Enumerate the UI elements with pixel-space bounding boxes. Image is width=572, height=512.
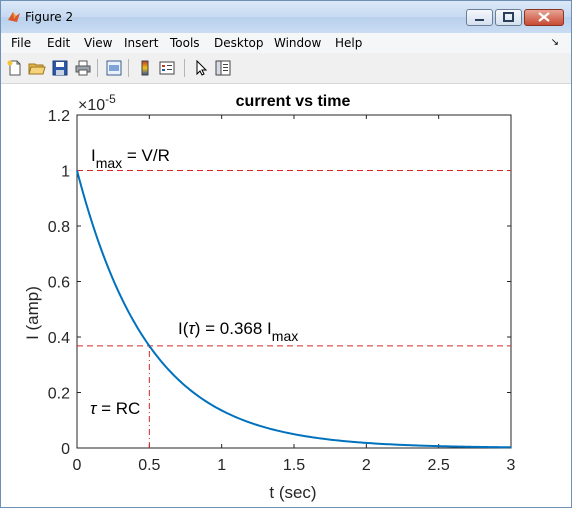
x-tick-label: 0 (73, 457, 82, 474)
y-tick-label: 0.4 (48, 330, 70, 347)
x-tick-label: 1 (217, 457, 226, 474)
y-tick-label: 1 (61, 164, 70, 181)
new-figure-icon[interactable] (6, 59, 24, 77)
x-ticks: 0 0.5 1 1.5 2 2.5 3 (73, 115, 516, 474)
close-button[interactable] (524, 9, 564, 26)
y-exponent-base: ×10 (78, 97, 105, 114)
print-icon[interactable] (74, 59, 92, 77)
print-preview-icon[interactable] (105, 59, 123, 77)
itau-sub: max (272, 328, 298, 344)
menu-edit[interactable]: Edit (47, 36, 71, 50)
y-exponent: ×10-5 (78, 92, 116, 114)
pointer-icon[interactable] (192, 59, 210, 77)
close-icon (538, 12, 550, 22)
figure-toolbar (1, 53, 571, 84)
x-tick-label: 3 (507, 457, 516, 474)
menu-view[interactable]: View (84, 36, 113, 50)
toolbar-separator (184, 59, 185, 77)
x-tick-label: 0.5 (138, 457, 160, 474)
colorbar-icon[interactable] (136, 59, 154, 77)
toolbar-separator (97, 59, 98, 77)
menu-file[interactable]: File (11, 36, 32, 50)
legend-icon[interactable] (158, 59, 176, 77)
itau-tau: τ (188, 319, 196, 338)
y-tick-label: 0.6 (48, 275, 70, 292)
y-tick-label: 1.2 (48, 108, 70, 125)
menu-desktop[interactable]: Desktop (214, 36, 264, 50)
y-tick-label: 0.8 (48, 219, 70, 236)
y-ticks: 0 0.2 0.4 0.6 0.8 1 1.2 (48, 108, 511, 458)
window-title: Figure 2 (25, 10, 74, 24)
maximize-button[interactable] (495, 9, 522, 26)
maximize-icon (503, 12, 514, 22)
imax-sub: max (96, 155, 122, 171)
menu-help[interactable]: Help (335, 36, 363, 50)
y-axis-label: I (amp) (23, 286, 42, 340)
imax-annotation: Imax = V/R (91, 146, 170, 171)
chart-title: current vs time (236, 93, 351, 110)
menu-window[interactable]: Window (274, 36, 322, 50)
toolbar-separator (128, 59, 129, 77)
title-bar[interactable]: Figure 2 (1, 1, 571, 33)
plot-area[interactable]: 0 0.5 1 1.5 2 2.5 3 0 0.2 0.4 0.6 0.8 1 1.2 current … (1, 84, 571, 507)
menu-dock-arrow-icon[interactable]: ↘ (550, 37, 559, 48)
menu-bar: File Edit View Insert Tools Desktop Wind… (1, 33, 571, 53)
open-file-icon[interactable] (28, 59, 46, 77)
y-tick-label: 0.2 (48, 386, 70, 403)
tau-annotation: τ = RC (90, 399, 140, 418)
minimize-button[interactable] (466, 9, 493, 26)
property-editor-icon[interactable] (214, 59, 232, 77)
matlab-icon (8, 12, 20, 22)
tau-symbol: τ (90, 399, 98, 418)
menu-insert[interactable]: Insert (124, 36, 159, 50)
current-decay-curve (76, 170, 512, 449)
itau-main: I( (178, 319, 189, 338)
minimize-icon (475, 19, 484, 21)
x-tick-label: 2.5 (428, 457, 450, 474)
itau-annotation: I(τ) = 0.368 Imax (178, 319, 298, 344)
tau-rest: = RC (96, 399, 140, 418)
imax-main: I (91, 146, 96, 165)
y-exponent-power: -5 (105, 92, 116, 106)
x-tick-label: 2 (362, 457, 371, 474)
x-axis-label: t (sec) (269, 483, 316, 502)
imax-rest: = V/R (122, 146, 170, 165)
itau-rest: ) = 0.368 I (195, 319, 272, 338)
y-tick-label: 0 (61, 441, 70, 458)
x-tick-label: 1.5 (283, 457, 305, 474)
figure-canvas: 0 0.5 1 1.5 2 2.5 3 0 0.2 0.4 0.6 0.8 1 1.2 current … (1, 84, 571, 507)
menu-tools[interactable]: Tools (170, 36, 200, 50)
save-icon[interactable] (51, 59, 69, 77)
